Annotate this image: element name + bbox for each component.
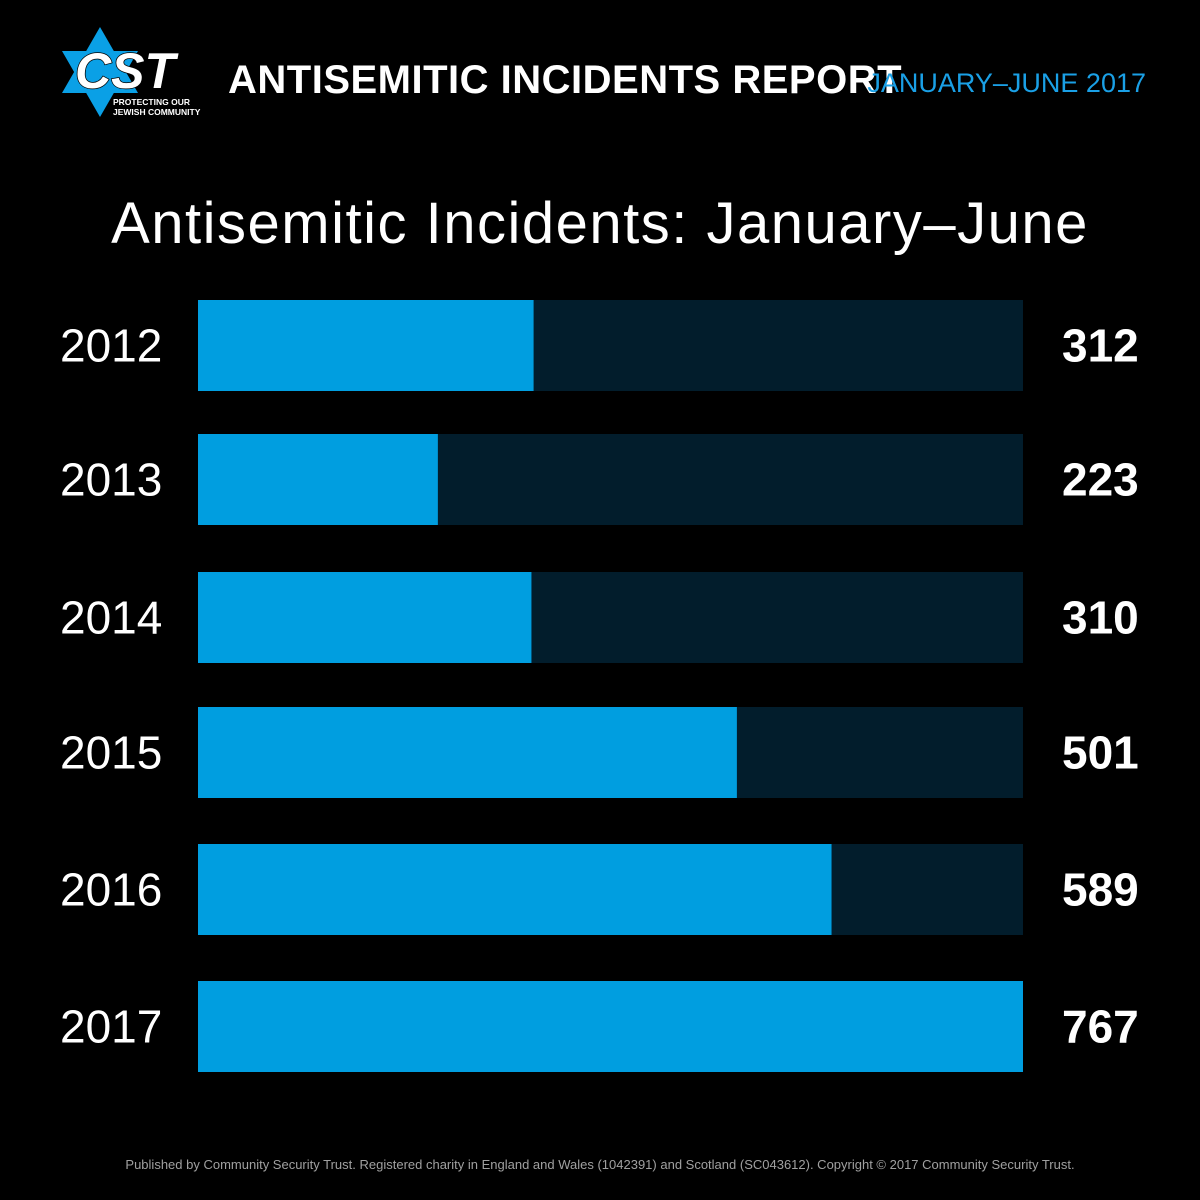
chart-title: Antisemitic Incidents: January–June: [111, 191, 1089, 256]
bar-2017: [198, 981, 1023, 1072]
bar-2013: [198, 434, 438, 525]
footer-copyright: Published by Community Security Trust. R…: [125, 1157, 1075, 1172]
value-label-2013: 223: [1062, 454, 1139, 506]
category-label-2013: 2013: [60, 454, 162, 506]
report-period: JANUARY–JUNE 2017: [867, 68, 1146, 98]
bar-2016: [198, 844, 832, 935]
value-label-2012: 312: [1062, 320, 1139, 372]
logo-tagline-2: JEWISH COMMUNITY: [113, 107, 201, 117]
cst-logo: CST PROTECTING OUR JEWISH COMMUNITY: [62, 27, 201, 117]
report-title: ANTISEMITIC INCIDENTS REPORT: [228, 58, 903, 102]
logo-tagline-1: PROTECTING OUR: [113, 97, 190, 107]
category-label-2014: 2014: [60, 592, 162, 644]
value-label-2014: 310: [1062, 592, 1139, 644]
category-label-2016: 2016: [60, 864, 162, 916]
category-label-2012: 2012: [60, 320, 162, 372]
bar-2012: [198, 300, 534, 391]
bar-2015: [198, 707, 737, 798]
bar-2014: [198, 572, 532, 663]
category-label-2015: 2015: [60, 727, 162, 779]
bar-chart: 2012 312 2013 223 2014 310 2015 501 2016 589 2017 7…: [60, 300, 1139, 1072]
star-icon-down: [62, 51, 138, 117]
value-label-2016: 589: [1062, 864, 1139, 916]
value-label-2015: 501: [1062, 727, 1139, 779]
category-label-2017: 2017: [60, 1001, 162, 1053]
value-label-2017: 767: [1062, 1001, 1139, 1053]
logo-text: CST: [75, 43, 179, 99]
